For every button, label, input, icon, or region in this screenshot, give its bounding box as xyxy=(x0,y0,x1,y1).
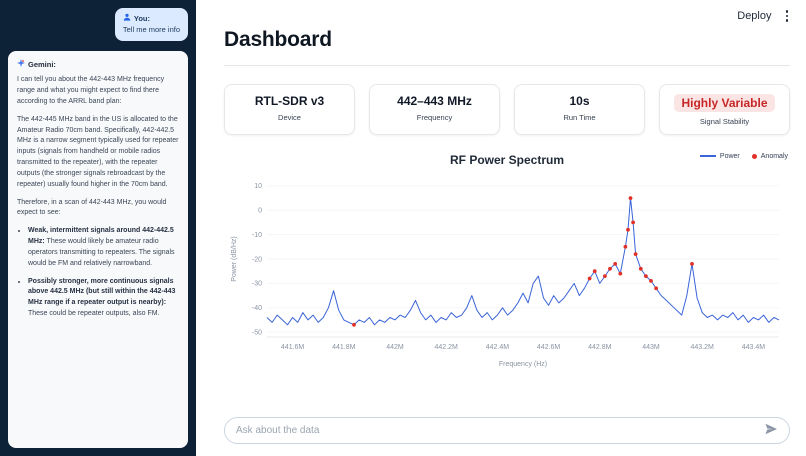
anomaly-point xyxy=(654,286,658,291)
rf-spectrum-chart-block: RF Power Spectrum Power Anomaly 10 0 -10 -2… xyxy=(224,153,790,369)
legend-label: Anomaly xyxy=(760,152,788,160)
anomaly-point xyxy=(631,220,635,225)
anomaly-point xyxy=(626,227,630,232)
x-tick-label: 442.8M xyxy=(588,344,612,351)
assistant-bullet: Weak, intermittent signals around 442-44… xyxy=(28,226,179,269)
send-button[interactable] xyxy=(764,422,778,439)
x-tick-label: 441.8M xyxy=(332,344,356,351)
x-tick-label: 443.2M xyxy=(691,344,715,351)
stat-card-runtime: 10s Run Time xyxy=(514,83,645,135)
rf-spectrum-chart: 10 0 -10 -20 -30 -40 -50 441.6M 441.8M 442M 442.2M… xyxy=(231,183,780,368)
dashboard-main: Deploy Dashboard RTL-SDR v3 Device 442–4… xyxy=(196,0,806,456)
anomaly-point xyxy=(608,266,612,271)
bullet-title: Weak, intermittent signals around 442-44… xyxy=(28,227,174,246)
anomaly-point xyxy=(352,322,356,327)
power-line xyxy=(266,197,780,326)
x-tick-label: 442.4M xyxy=(486,344,510,351)
user-icon xyxy=(123,13,131,24)
stat-value: 10s xyxy=(569,93,590,108)
bullet-title: Possibly stronger, more continuous signa… xyxy=(28,277,176,307)
user-message-bubble: You: Tell me more info xyxy=(114,8,188,41)
topbar: Deploy xyxy=(224,8,790,24)
anomaly-point xyxy=(613,261,618,266)
y-tick-label: -10 xyxy=(252,232,262,239)
assistant-message-card: Gemini: I can tell you about the 442-443… xyxy=(8,50,188,448)
anomaly-point xyxy=(623,244,628,249)
assistant-paragraph: Therefore, in a scan of 442-443 MHz, you… xyxy=(17,198,167,217)
status-badge: Highly Variable xyxy=(674,93,775,112)
kebab-menu-icon[interactable] xyxy=(784,8,791,24)
anomaly-dot-swatch xyxy=(751,153,757,159)
anomaly-point xyxy=(628,196,633,200)
chart-title: RF Power Spectrum xyxy=(449,152,565,167)
ask-data-input[interactable] xyxy=(236,425,764,436)
assistant-bullet-list: Weak, intermittent signals around 442-44… xyxy=(17,226,179,320)
page-title: Dashboard xyxy=(224,27,332,51)
x-tick-label: 442.6M xyxy=(537,344,561,351)
user-message-sender: You: xyxy=(133,14,150,23)
legend-label: Power xyxy=(719,152,740,160)
x-tick-label: 443.4M xyxy=(742,344,766,351)
anomaly-point xyxy=(592,269,597,273)
anomaly-point xyxy=(690,261,694,266)
anomaly-point xyxy=(644,274,648,278)
chat-input-pill xyxy=(224,417,790,444)
anomaly-point xyxy=(587,276,592,281)
stat-label: Device xyxy=(278,112,301,122)
stat-card-stability: Highly Variable Signal Stability xyxy=(659,83,790,135)
stat-label: Frequency xyxy=(416,112,453,122)
y-tick-label: -20 xyxy=(252,256,262,263)
anomaly-point xyxy=(638,266,643,271)
assistant-message-sender: Gemini: xyxy=(28,59,56,69)
stats-row: RTL-SDR v3 Device 442–443 MHz Frequency … xyxy=(224,83,790,135)
x-tick-label: 443M xyxy=(642,344,660,351)
power-line-swatch xyxy=(699,155,716,158)
assistant-paragraph: The 442-445 MHz band in the US is alloca… xyxy=(17,115,179,188)
y-tick-label: -30 xyxy=(252,281,262,288)
x-tick-label: 442M xyxy=(386,344,404,351)
deploy-button[interactable]: Deploy xyxy=(737,9,772,22)
legend-item-power[interactable]: Power xyxy=(699,152,740,160)
anomaly-point xyxy=(649,278,653,283)
anomaly-point xyxy=(633,252,638,256)
stat-card-device: RTL-SDR v3 Device xyxy=(224,83,355,135)
stat-label: Signal Stability xyxy=(699,116,750,126)
y-tick-label: -50 xyxy=(252,329,262,336)
bullet-body: These would likely be amateur radio oper… xyxy=(28,238,175,267)
x-axis-title: Frequency (Hz) xyxy=(499,361,547,368)
y-axis-title: Power (dB/Hz) xyxy=(231,236,238,282)
y-tick-label: -40 xyxy=(252,305,262,312)
stat-card-frequency: 442–443 MHz Frequency xyxy=(369,83,500,135)
paper-plane-icon xyxy=(764,422,778,439)
user-message-text: Tell me more info xyxy=(122,25,180,35)
gemini-icon xyxy=(17,58,25,71)
divider xyxy=(224,64,790,66)
anomaly-point xyxy=(618,271,623,276)
ask-row xyxy=(224,417,790,444)
bullet-body: These could be repeater outputs, also FM… xyxy=(28,310,160,318)
stat-value: 442–443 MHz xyxy=(397,93,472,108)
y-tick-label: 0 xyxy=(258,207,262,214)
x-tick-label: 442.2M xyxy=(435,344,459,351)
legend-item-anomaly[interactable]: Anomaly xyxy=(751,152,788,160)
chart-legend: Power Anomaly xyxy=(699,152,788,160)
x-tick-label: 441.6M xyxy=(281,344,305,351)
anomaly-point xyxy=(603,274,607,278)
stat-label: Run Time xyxy=(563,112,596,122)
y-tick-label: 10 xyxy=(254,183,262,190)
assistant-bullet: Possibly stronger, more continuous signa… xyxy=(28,277,179,320)
stat-value: RTL-SDR v3 xyxy=(254,93,325,108)
chat-sidebar: You: Tell me more info Gemini: I can tel… xyxy=(0,0,196,456)
assistant-paragraph: I can tell you about the 442-443 MHz fre… xyxy=(17,76,165,105)
